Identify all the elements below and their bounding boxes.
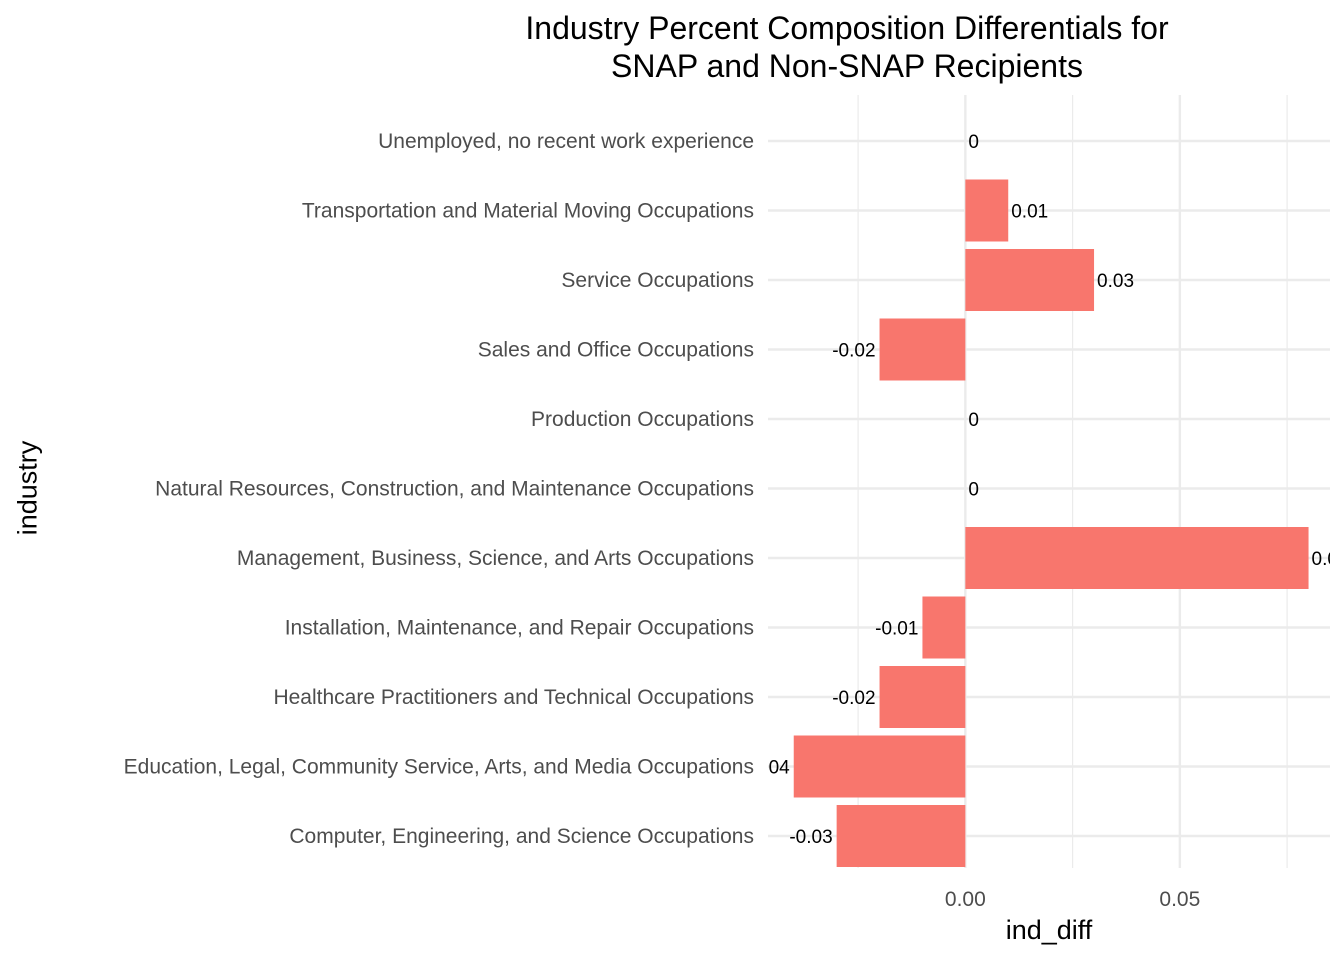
x-tick-label: 0.05 [1159, 888, 1200, 911]
data-label: 0 [968, 480, 979, 501]
y-tick-label: Unemployed, no recent work experience [378, 130, 754, 153]
y-tick-label: Installation, Maintenance, and Repair Oc… [285, 617, 754, 640]
x-tick-label: 0.00 [945, 888, 986, 911]
x-axis-label: ind_diff [1005, 915, 1093, 945]
bar [965, 249, 1095, 311]
bar [965, 527, 1309, 589]
data-label: 0.08 [1312, 549, 1344, 570]
y-tick-label: Computer, Engineering, and Science Occup… [289, 825, 754, 848]
data-label: 0 [968, 410, 979, 431]
y-tick-label: Education, Legal, Community Service, Art… [124, 756, 754, 779]
data-label: -0.03 [789, 827, 832, 848]
data-label: 0 [968, 132, 979, 153]
y-tick-label: Natural Resources, Construction, and Mai… [155, 478, 754, 501]
bar [879, 666, 966, 728]
y-tick-label: Sales and Office Occupations [478, 339, 754, 362]
bar [965, 179, 1009, 242]
y-tick-label: Healthcare Practitioners and Technical O… [273, 686, 754, 709]
bar [879, 318, 966, 381]
data-label: 0.03 [1097, 271, 1134, 292]
data-label: -0.01 [875, 619, 918, 640]
data-label: 0.01 [1011, 202, 1048, 223]
plot-panel: -0.03 -0.04 -0.02 -0.01 0.08 0 0 -0.02 0.03 0.01 0 [746, 95, 1344, 868]
chart-title-line-2: SNAP and Non-SNAP Recipients [611, 48, 1083, 84]
chart-title-line-1: Industry Percent Composition Differentia… [525, 10, 1169, 46]
data-label: -0.02 [832, 688, 875, 709]
data-label: -0.04 [746, 758, 790, 779]
y-tick-label: Service Occupations [561, 269, 754, 292]
bar [836, 805, 966, 867]
y-tick-label: Production Occupations [531, 408, 754, 431]
data-label: -0.02 [832, 341, 875, 362]
y-tick-label: Transportation and Material Moving Occup… [302, 200, 754, 223]
bar [793, 735, 966, 798]
bar [922, 596, 966, 659]
y-tick-label: Management, Business, Science, and Arts … [237, 547, 754, 570]
